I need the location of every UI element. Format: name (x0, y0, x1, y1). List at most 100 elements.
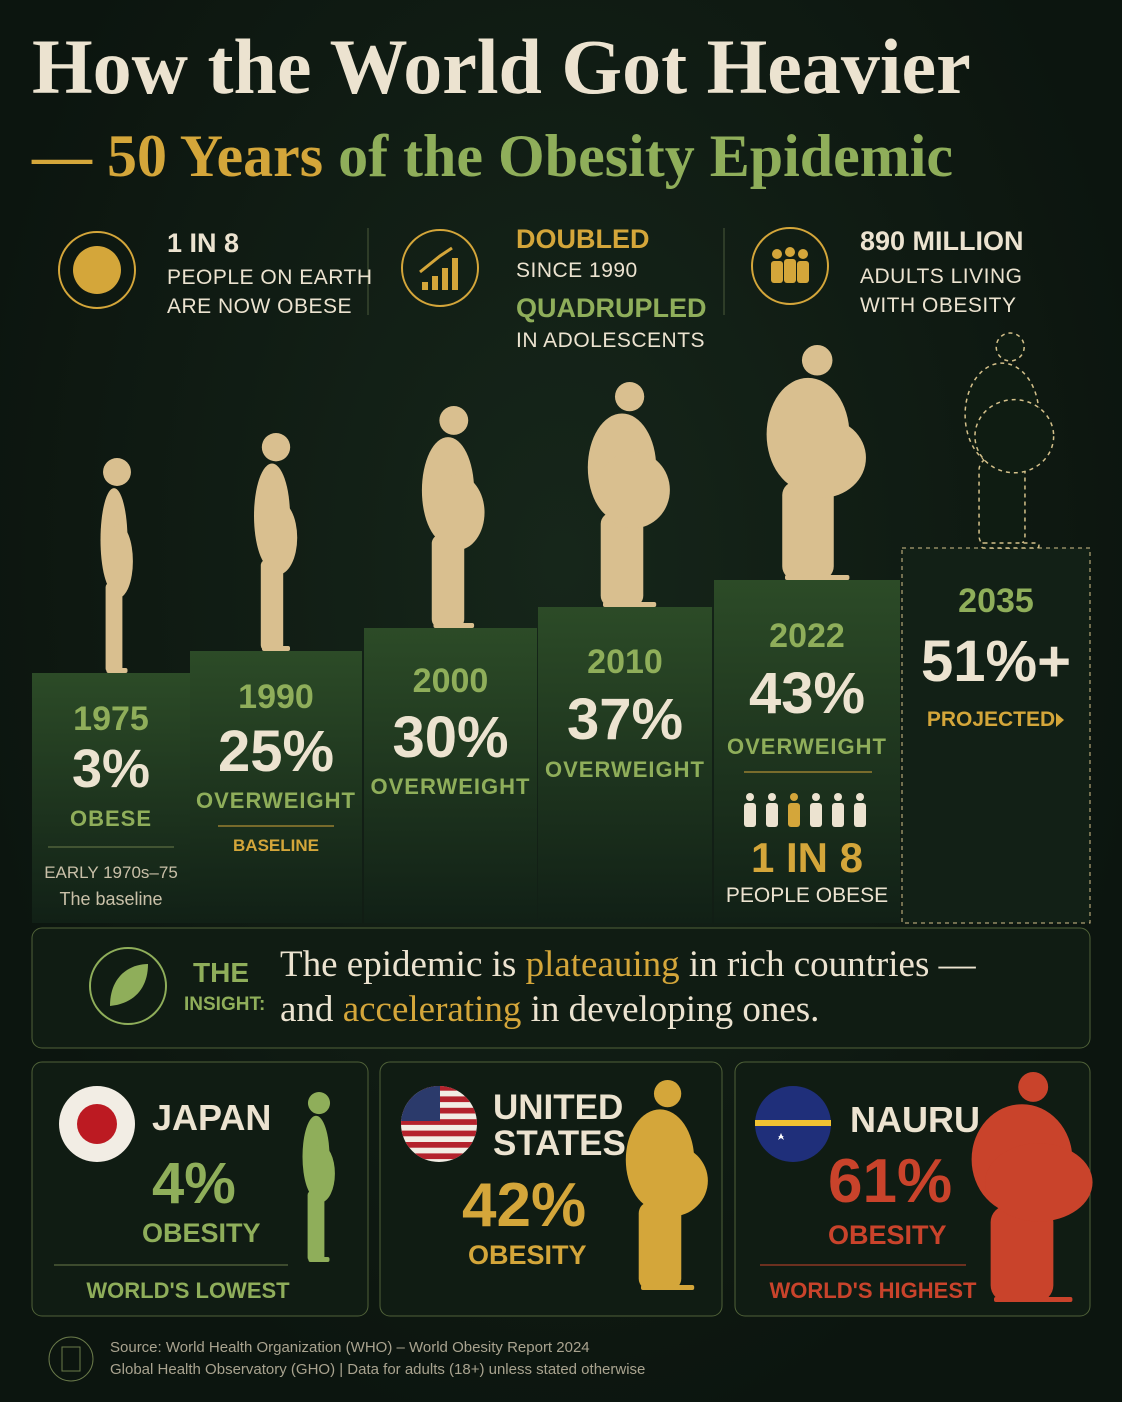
stat-text: ARE NOW OBESE (167, 295, 353, 318)
stripe (401, 1119, 477, 1125)
step-label: OVERWEIGHT (545, 757, 705, 782)
insight-panel (31, 927, 1091, 1049)
person-icon-head (856, 793, 864, 801)
figures (100, 332, 1093, 1302)
country-label: OBESITY (828, 1220, 947, 1250)
stripe (401, 1130, 477, 1137)
step-value: 43% (748, 661, 866, 726)
arrow (1056, 713, 1064, 727)
step-year: 1975 (73, 700, 149, 738)
subtitle-highlight: 50 Years (107, 123, 324, 189)
figure-foot (603, 602, 657, 607)
figure-foot (980, 542, 1040, 549)
source: Source: World Health Organization (WHO) … (110, 1339, 590, 1356)
step-note: PEOPLE OBESE (725, 884, 889, 907)
icon-bar (432, 276, 438, 290)
country-name: JAPAN (152, 1097, 272, 1138)
icon-details (419, 246, 809, 290)
stripe (401, 1142, 477, 1148)
figure-head (103, 458, 131, 486)
stat-head: QUADRUPLED (516, 293, 707, 323)
person-icon-head (812, 793, 820, 801)
flag-us (401, 1086, 477, 1162)
figure (100, 458, 133, 673)
stat-icons (58, 227, 829, 309)
figure-belly (974, 398, 1055, 474)
icon-head (772, 249, 782, 259)
figure-foot (785, 575, 850, 580)
figure (302, 1092, 335, 1262)
insight-label: INSIGHT: (184, 994, 266, 1015)
flag-nauru-star (778, 1133, 784, 1140)
step-label: OVERWEIGHT (196, 788, 356, 813)
figure (625, 1080, 708, 1290)
figure-legs (431, 534, 465, 628)
source-icon (48, 1336, 94, 1382)
step-value: 37% (566, 687, 684, 752)
insight-part: in rich countries — (679, 944, 976, 985)
subtitle-dash: — (32, 123, 92, 189)
figure-legs (260, 559, 284, 651)
icon-head (785, 247, 795, 257)
icon-bar (442, 268, 448, 290)
person-icon-head (768, 793, 776, 801)
figure-head (1018, 1072, 1049, 1102)
figure-belly (104, 524, 133, 598)
step-year: 2000 (412, 662, 489, 700)
step-label: OVERWEIGHT (370, 774, 531, 799)
step-value: 51%+ (921, 629, 1071, 694)
figure-legs (105, 582, 123, 673)
step-year: 1990 (238, 678, 314, 716)
country-value: 42% (462, 1171, 587, 1240)
step-note: BASELINE (233, 836, 319, 855)
flag-japan-sun (77, 1104, 117, 1144)
figure-legs (307, 1190, 325, 1262)
figure-foot (433, 623, 475, 628)
person-icon-body (832, 803, 844, 827)
figure-foot (641, 1285, 695, 1290)
figure-head (307, 1092, 331, 1115)
title: How the World Got Heavier (32, 23, 971, 110)
person-icon-body (744, 803, 756, 827)
figure-head (439, 406, 469, 435)
country-name: STATES (493, 1124, 626, 1163)
figure-legs (600, 512, 644, 607)
insight-part: and (280, 989, 343, 1030)
person-icon-head (746, 793, 754, 801)
step-value: 25% (217, 719, 335, 784)
leaf (110, 964, 148, 1006)
country-value: 4% (152, 1151, 236, 1216)
step (714, 580, 900, 923)
stat-head: 1 IN 8 (167, 228, 240, 258)
figure-legs (990, 1205, 1054, 1302)
figure-legs (638, 1201, 682, 1290)
step-year: 2010 (587, 643, 663, 681)
figure-foot (106, 668, 128, 673)
insight-highlight: plateauing (525, 944, 680, 985)
figure-foot (262, 646, 290, 651)
icon-bar (452, 258, 458, 290)
person-icon-body (766, 803, 778, 827)
step-year: 2035 (958, 582, 1034, 620)
country-note: WORLD'S LOWEST (86, 1278, 290, 1303)
insight-text: The epidemic is plateauing in rich count… (280, 942, 976, 1032)
clipboard (61, 1346, 81, 1372)
country-name: UNITED (493, 1088, 624, 1127)
figure (964, 332, 1055, 549)
figure (587, 382, 670, 607)
leaf-icon (89, 947, 167, 1025)
step-year: 2022 (769, 617, 845, 655)
country-name: NAURU (850, 1099, 980, 1140)
source: Global Health Observatory (GHO) | Data f… (110, 1361, 646, 1378)
figure-belly (634, 1145, 708, 1217)
stat-text: SINCE 1990 (516, 259, 638, 282)
step-projected (901, 547, 1091, 924)
icon-body (771, 261, 783, 283)
step (190, 651, 362, 923)
country-value: 61% (828, 1147, 953, 1216)
country-label: OBESITY (468, 1240, 587, 1270)
insight-highlight: accelerating (342, 989, 522, 1030)
step-value: 3% (71, 739, 151, 799)
